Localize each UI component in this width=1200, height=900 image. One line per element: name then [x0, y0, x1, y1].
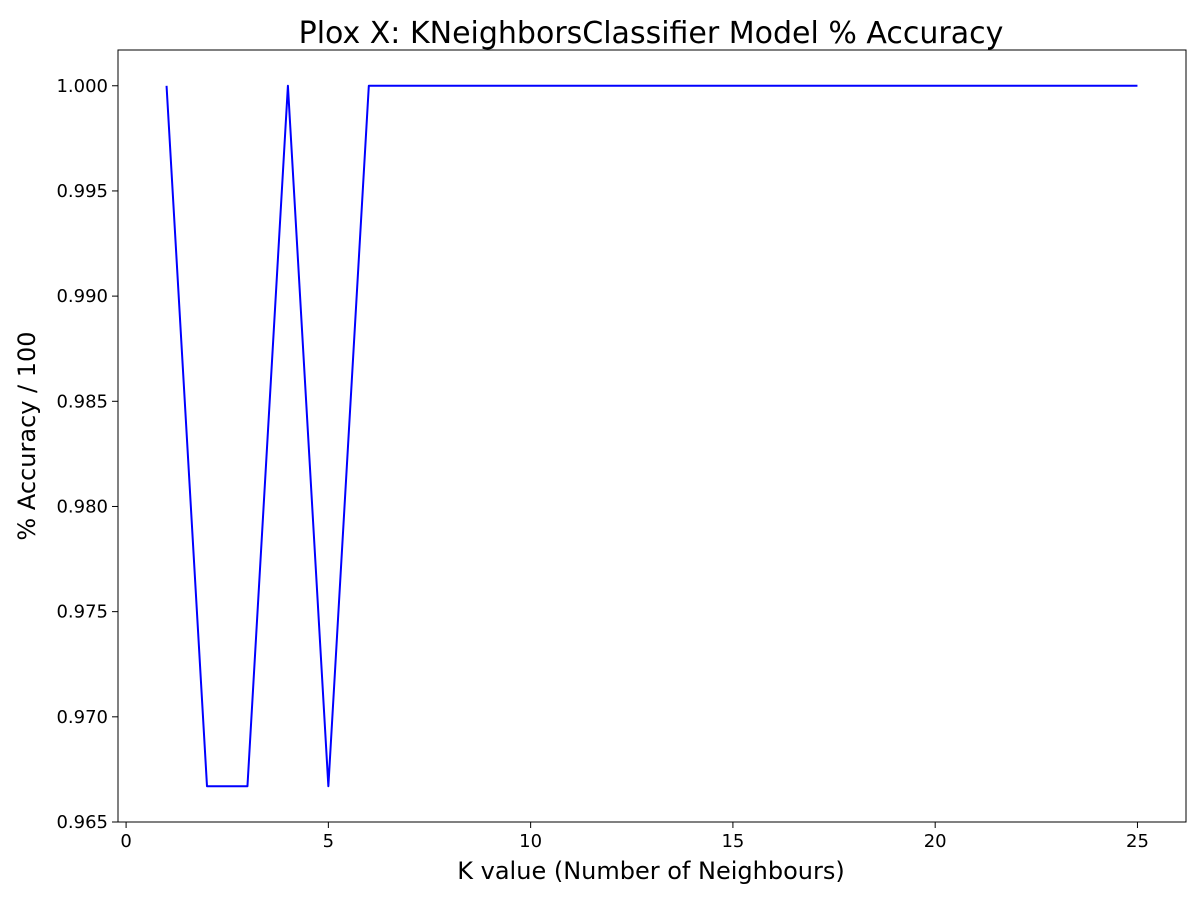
- series-layer: [165, 84, 1138, 788]
- y-tick-label: 0.985: [56, 391, 108, 412]
- chart-title: Plox X: KNeighborsClassifier Model % Acc…: [299, 16, 1004, 51]
- plot-area-frame: [117, 49, 1187, 823]
- x-tick-label: 20: [924, 831, 947, 852]
- series-line: [165, 84, 1138, 788]
- y-tick-label: 0.975: [56, 602, 108, 623]
- x-tick-label: 0: [120, 831, 131, 852]
- x-tick-label: 5: [323, 831, 334, 852]
- y-tick-label: 0.990: [56, 286, 108, 307]
- x-axis: 0 5 10 15 20 25: [120, 822, 1149, 852]
- x-tick-label: 25: [1126, 831, 1149, 852]
- y-tick-label: 0.995: [56, 181, 108, 202]
- y-axis: 0.965 0.970 0.975 0.980 0.985 0.990 0.995 1.000: [56, 76, 118, 833]
- x-tick-label: 10: [519, 831, 542, 852]
- y-tick-label: 1.000: [56, 76, 108, 97]
- y-tick-label: 0.970: [56, 707, 108, 728]
- x-tick-label: 15: [721, 831, 744, 852]
- x-axis-label: K value (Number of Neighbours): [457, 857, 844, 885]
- y-tick-label: 0.980: [56, 496, 108, 517]
- y-tick-label: 0.965: [56, 812, 108, 833]
- y-axis-label: % Accuracy / 100: [13, 331, 41, 540]
